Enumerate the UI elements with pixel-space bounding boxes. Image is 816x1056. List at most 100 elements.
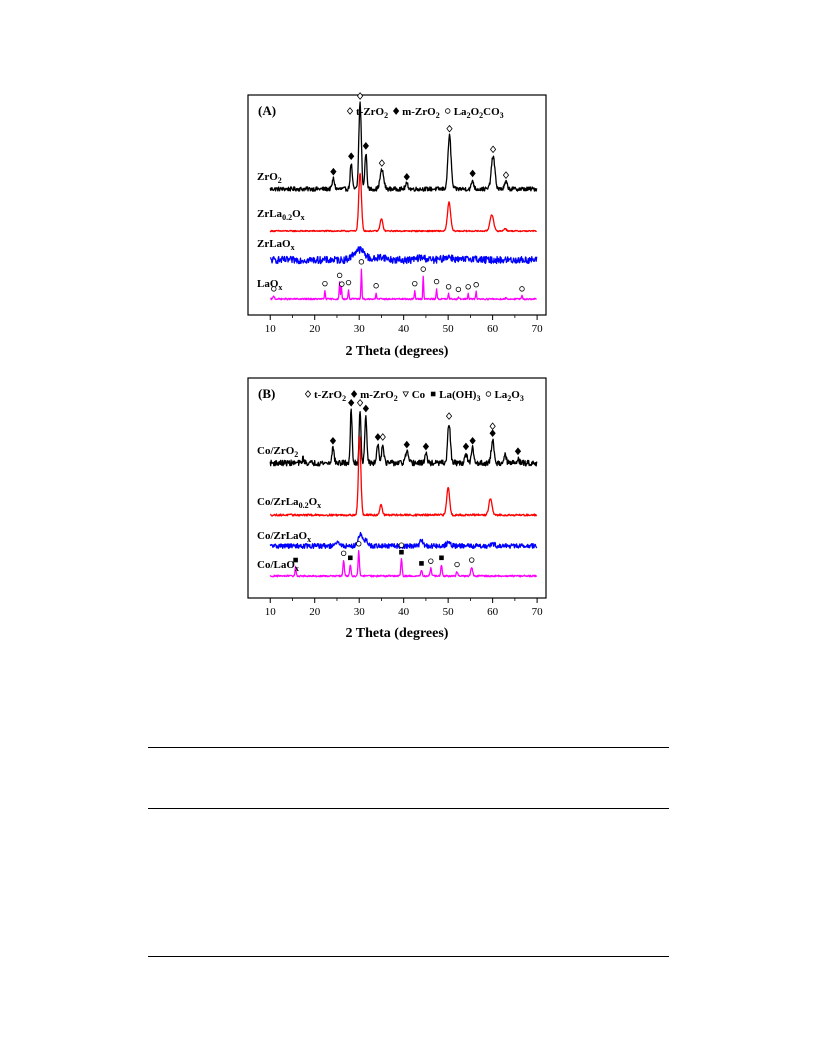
circle-open-marker <box>356 541 362 547</box>
series-label: Co/ZrLa0.2Ox <box>257 496 321 510</box>
x-tick-label: 60 <box>487 323 499 335</box>
diamond-open-marker <box>356 398 364 407</box>
diamond-filled-marker <box>392 107 400 115</box>
series-line <box>270 435 538 517</box>
series-line <box>269 268 537 301</box>
circle-open-marker <box>519 286 525 292</box>
x-tick-label: 40 <box>398 606 410 618</box>
diamond-filled-marker <box>348 398 355 407</box>
diamond-open-marker <box>489 145 497 154</box>
diamond-filled-marker <box>462 442 470 451</box>
circle-open-marker <box>322 280 328 287</box>
x-tick-label: 10 <box>265 606 277 618</box>
panel-label: (A) <box>258 103 276 118</box>
circle-open-marker <box>445 284 452 290</box>
legend: t-ZrO2 m-ZrO2 Co La(OH)3 La2O3 <box>304 389 524 403</box>
diamond-open-marker <box>378 159 385 167</box>
x-tick-label: 10 <box>265 323 277 335</box>
x-axis-label: 2 Theta (degrees) <box>346 344 449 359</box>
x-tick-label: 30 <box>354 323 366 335</box>
circle-open-marker <box>428 558 434 564</box>
series-line <box>269 172 537 233</box>
diamond-filled-marker <box>330 167 337 176</box>
x-tick-label: 50 <box>443 606 455 618</box>
circle-open-marker <box>445 108 451 114</box>
table-header-rule <box>148 808 669 809</box>
series-label: ZrO2 <box>257 171 282 185</box>
diamond-filled-marker <box>469 436 476 445</box>
circle-open-marker <box>420 266 426 272</box>
diamond-open-marker <box>446 124 453 133</box>
legend-label: t-ZrO2 <box>356 106 388 120</box>
circle-open-marker <box>345 279 352 286</box>
x-tick-label: 70 <box>532 606 544 618</box>
legend-label: t-ZrO2 <box>314 389 346 403</box>
circle-open-marker <box>469 557 475 563</box>
circle-open-marker <box>465 284 471 290</box>
diamond-open-marker <box>346 107 354 115</box>
legend-label: m-ZrO2 <box>360 389 398 403</box>
xrd-plot-b: Co/ZrO2 Co/ZrLa0.2Ox Co/ZrLaOx Co/LaOx 10 20… <box>247 377 547 641</box>
square-filled-marker <box>293 557 298 563</box>
diamond-filled-marker <box>403 440 410 449</box>
circle-open-marker <box>271 286 277 292</box>
xrd-chart-a: ZrO2 ZrLa0.2Ox ZrLaOx LaOx 10 20 30 40 50 60 70 (… <box>230 85 560 370</box>
triangle-down-open-marker <box>402 391 409 398</box>
circle-open-marker <box>485 391 492 397</box>
plot-frame <box>247 94 547 316</box>
circle-open-marker <box>336 272 343 279</box>
x-tick-label: 20 <box>309 606 321 618</box>
circle-open-marker <box>373 283 379 289</box>
series-label: Co/ZrLaOx <box>257 530 311 544</box>
x-tick-label: 70 <box>532 323 544 335</box>
series-line <box>269 101 538 192</box>
diamond-filled-marker <box>329 436 337 445</box>
table-bottom-rule <box>148 956 669 957</box>
diamond-filled-marker <box>489 429 496 438</box>
series-label: Co/LaOx <box>257 559 299 573</box>
diamond-filled-marker <box>514 447 522 456</box>
x-tick-label: 60 <box>487 606 499 618</box>
square-filled-marker <box>399 549 404 555</box>
series-line <box>269 408 538 467</box>
table-top-rule <box>148 747 669 748</box>
plot-frame <box>247 377 547 599</box>
circle-open-marker <box>358 259 365 265</box>
diamond-filled-marker <box>469 169 476 178</box>
series-label: Co/ZrO2 <box>257 445 298 459</box>
square-filled-marker <box>439 555 444 561</box>
legend-label: La2O2CO3 <box>454 106 504 120</box>
series-label: LaOx <box>257 278 282 292</box>
series-label: ZrLaOx <box>257 238 295 252</box>
x-tick-label: 30 <box>354 606 366 618</box>
circle-open-marker <box>473 282 479 288</box>
diamond-open-marker <box>489 422 496 431</box>
diamond-open-marker <box>379 433 386 441</box>
panel-label: (B) <box>258 386 275 401</box>
legend-label: La2O3 <box>494 389 523 403</box>
circle-open-marker <box>433 278 440 285</box>
legend-label: m-ZrO2 <box>402 106 440 120</box>
diamond-filled-marker <box>350 390 358 398</box>
diamond-open-marker <box>304 390 312 398</box>
legend-label: La(OH)3 <box>439 389 480 403</box>
diamond-open-marker <box>356 92 364 100</box>
diamond-filled-marker <box>362 404 369 413</box>
circle-open-marker <box>455 286 462 293</box>
x-tick-label: 50 <box>443 323 455 335</box>
diamond-filled-marker <box>403 173 410 181</box>
diamond-filled-marker <box>374 433 381 441</box>
circle-open-marker <box>412 280 418 287</box>
legend-label: Co <box>412 389 426 401</box>
square-filled-marker <box>419 561 424 566</box>
circle-open-marker <box>339 281 345 287</box>
diamond-filled-marker <box>362 142 369 150</box>
series-line <box>269 549 538 578</box>
legend: t-ZrO2 m-ZrO2 La2O2CO3 <box>346 106 504 120</box>
series-label: ZrLa0.2Ox <box>257 208 305 222</box>
diamond-filled-marker <box>348 152 355 161</box>
xrd-plot-a: ZrO2 ZrLa0.2Ox ZrLaOx LaOx 10 20 30 40 50 60 70 (… <box>247 92 547 359</box>
square-filled-marker <box>347 555 353 561</box>
circle-open-marker <box>454 561 460 568</box>
series-line <box>270 246 538 265</box>
